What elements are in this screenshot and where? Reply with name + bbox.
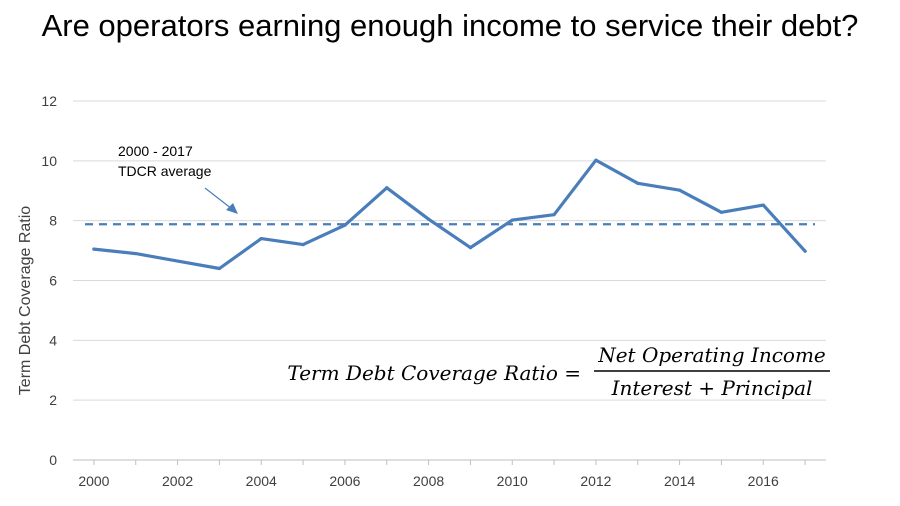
y-tick-0: 0: [49, 452, 57, 468]
x-tick-2000: 2000: [78, 473, 109, 489]
y-axis-label: Term Debt Coverage Ratio: [17, 206, 34, 396]
tdcr-formula: Term Debt Coverage Ratio = Net Operating…: [287, 343, 830, 400]
x-tick-2010: 2010: [497, 473, 528, 489]
x-tick-labels: 2000 2002 2004 2006 2008 2010 2012 2014 2016: [78, 473, 779, 489]
data-point-2004: [259, 237, 263, 241]
y-tick-8: 8: [49, 213, 57, 229]
data-point-2007: [385, 186, 389, 190]
y-tick-6: 6: [49, 273, 57, 289]
y-tick-4: 4: [49, 332, 57, 348]
x-tick-2008: 2008: [413, 473, 444, 489]
formula-denominator: Interest + Principal: [611, 376, 813, 400]
x-tick-2006: 2006: [329, 473, 360, 489]
axes: [73, 459, 826, 465]
data-point-2006: [343, 223, 347, 227]
x-tick-2004: 2004: [246, 473, 277, 489]
y-tick-10: 10: [41, 153, 57, 169]
series-points: [92, 158, 807, 271]
chart-title: Are operators earning enough income to s…: [41, 8, 859, 43]
y-tick-labels: 0 2 4 6 8 10 12: [41, 93, 57, 468]
data-point-2005: [301, 243, 305, 247]
data-point-2001: [134, 251, 138, 256]
data-point-2000: [92, 247, 96, 251]
data-point-2008: [426, 217, 431, 221]
y-tick-12: 12: [41, 93, 57, 109]
average-annotation: 2000 - 2017 TDCR average: [118, 143, 238, 214]
data-point-2003: [217, 266, 222, 271]
annotation-arrowhead: [226, 203, 238, 214]
data-point-2014: [677, 188, 682, 192]
x-tick-2014: 2014: [664, 473, 695, 489]
data-point-2016: [761, 203, 765, 207]
formula-numerator: Net Operating Income: [597, 343, 826, 367]
data-point-2009: [468, 245, 473, 250]
gridlines: [73, 100, 826, 401]
series-line-tdcr: [92, 158, 807, 271]
x-tick-2016: 2016: [748, 473, 779, 489]
y-tick-2: 2: [49, 392, 57, 408]
x-tick-2002: 2002: [162, 473, 193, 489]
annotation-line-2: TDCR average: [118, 163, 212, 179]
annotation-arrow: [204, 187, 233, 210]
data-point-2012: [594, 158, 598, 162]
x-tick-2012: 2012: [580, 473, 611, 489]
formula-lhs: Term Debt Coverage Ratio =: [287, 361, 581, 385]
data-point-2011: [552, 213, 556, 217]
annotation-line-1: 2000 - 2017: [118, 143, 193, 159]
data-point-2002: [175, 259, 180, 263]
data-point-2010: [510, 218, 514, 222]
data-point-2017: [803, 249, 807, 253]
data-point-2015: [719, 210, 724, 214]
data-point-2013: [636, 181, 640, 185]
